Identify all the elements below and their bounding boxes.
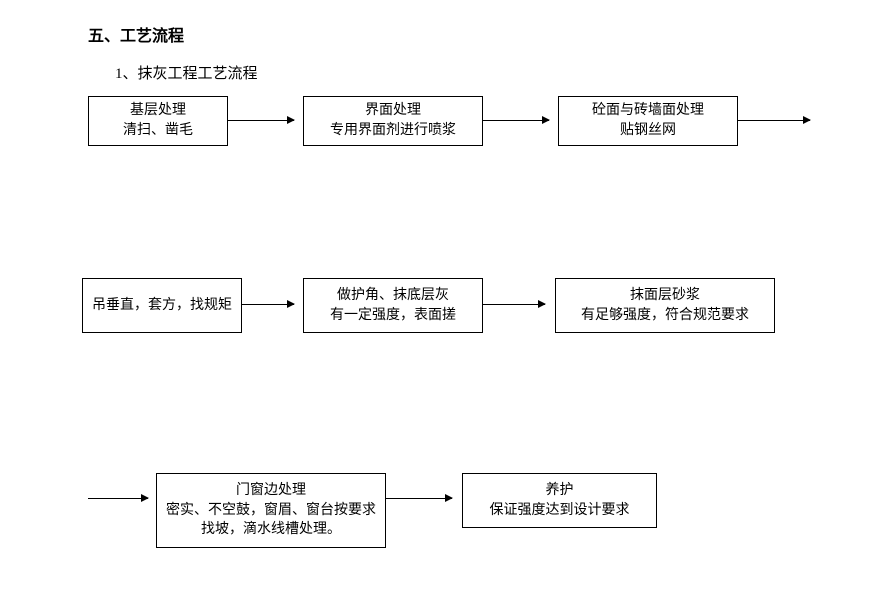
- flowchart-arrow: [386, 498, 452, 499]
- node-desc: 贴钢丝网: [620, 121, 676, 141]
- node-title: 界面处理: [365, 101, 421, 121]
- flowchart-node-n4: 吊垂直，套方，找规矩: [82, 278, 242, 333]
- node-title: 抹面层砂浆: [630, 286, 700, 306]
- flowchart-arrow: [738, 120, 810, 121]
- flowchart-node-n3: 砼面与砖墙面处理贴钢丝网: [558, 96, 738, 146]
- heading-text: 五、工艺流程: [88, 28, 184, 45]
- flowchart-node-n6: 抹面层砂浆有足够强度，符合规范要求: [555, 278, 775, 333]
- node-desc: 保证强度达到设计要求: [490, 501, 630, 521]
- flowchart-arrow: [483, 304, 545, 305]
- node-desc: 有足够强度，符合规范要求: [581, 306, 749, 326]
- subheading-text: 1、抹灰工程工艺流程: [115, 66, 258, 82]
- node-title: 砼面与砖墙面处理: [592, 101, 704, 121]
- flowchart-node-n8: 养护保证强度达到设计要求: [462, 473, 657, 528]
- node-title: 基层处理: [130, 101, 186, 121]
- node-title: 养护: [546, 481, 574, 501]
- node-desc: 有一定强度，表面搓: [330, 306, 456, 326]
- flowchart-arrow-in: [88, 498, 148, 499]
- section-heading: 五、工艺流程: [88, 22, 184, 46]
- flowchart-node-n5: 做护角、抹底层灰有一定强度，表面搓: [303, 278, 483, 333]
- node-title: 做护角、抹底层灰: [337, 286, 449, 306]
- node-desc: 专用界面剂进行喷浆: [330, 121, 456, 141]
- flowchart-node-n1: 基层处理清扫、凿毛: [88, 96, 228, 146]
- node-desc: 清扫、凿毛: [123, 121, 193, 141]
- flowchart-arrow: [483, 120, 549, 121]
- section-subheading: 1、抹灰工程工艺流程: [115, 62, 258, 83]
- flowchart-arrow: [242, 304, 294, 305]
- node-title: 吊垂直，套方，找规矩: [92, 296, 232, 316]
- node-title: 门窗边处理: [236, 481, 306, 501]
- flowchart-node-n2: 界面处理专用界面剂进行喷浆: [303, 96, 483, 146]
- flowchart-node-n7: 门窗边处理密实、不空鼓，窗眉、窗台按要求找坡，滴水线槽处理。: [156, 473, 386, 548]
- flowchart-arrow: [228, 120, 294, 121]
- node-desc: 密实、不空鼓，窗眉、窗台按要求找坡，滴水线槽处理。: [165, 501, 377, 540]
